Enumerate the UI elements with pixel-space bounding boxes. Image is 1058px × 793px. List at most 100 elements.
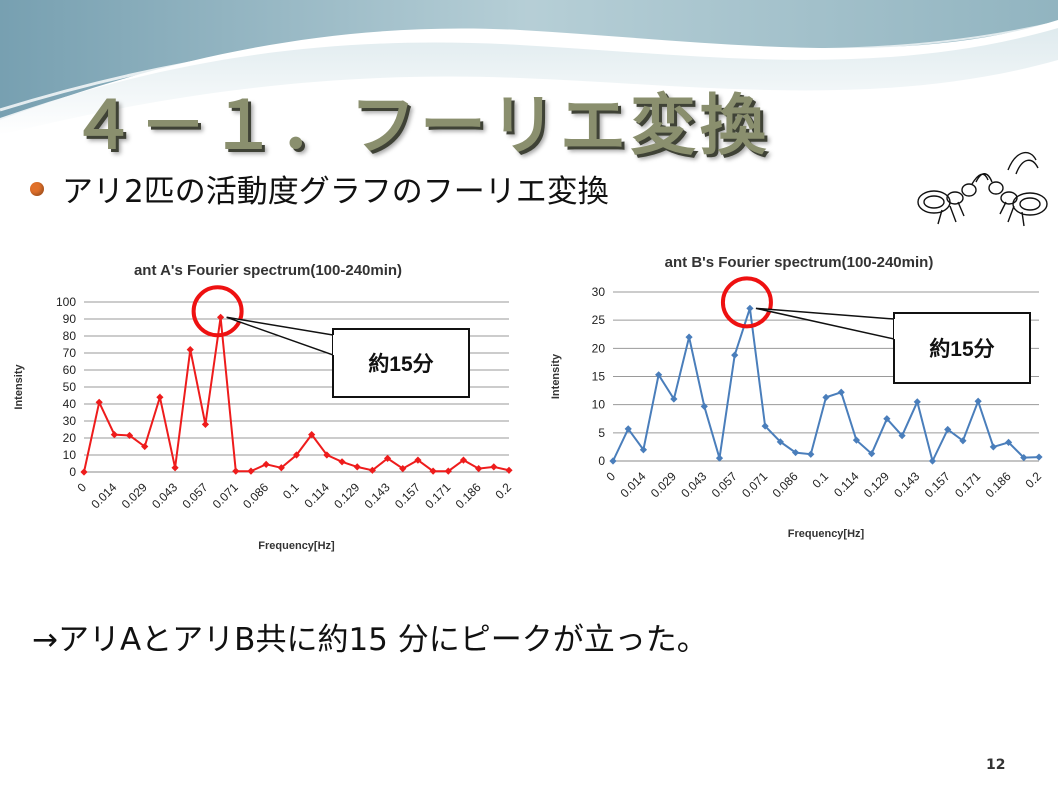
x-tick-label: 0.029 [648, 469, 679, 500]
x-tick-label: 0.057 [179, 480, 210, 511]
y-tick-label: 20 [63, 431, 77, 445]
ants-illustration [917, 151, 1048, 227]
x-tick-label: 0.1 [809, 469, 831, 491]
x-tick-label: 0.114 [831, 469, 862, 500]
data-point [217, 313, 225, 321]
bullet-dot-icon [30, 181, 44, 196]
slide-title: ４－１．フーリエ変換 [70, 86, 770, 164]
x-tick-label: 0.2 [492, 480, 514, 502]
y-tick-label: 10 [63, 448, 77, 462]
y-tick-label: 0 [598, 454, 605, 468]
data-point [609, 457, 617, 465]
data-point [807, 450, 815, 458]
x-tick-label: 0 [603, 469, 618, 484]
peak-highlight-circle [191, 285, 244, 338]
x-tick-label: 0.086 [240, 480, 271, 511]
x-tick-label: 0.129 [331, 480, 362, 511]
x-tick-label: 0.014 [88, 480, 119, 511]
x-tick-label: 0.1 [280, 480, 302, 502]
data-point [232, 467, 240, 475]
x-tick-label: 0.071 [739, 469, 770, 500]
x-tick-label: 0 [74, 480, 89, 495]
peak-highlight-circle [720, 276, 773, 329]
data-point [368, 466, 376, 474]
data-point [791, 448, 800, 457]
data-point [353, 463, 361, 471]
callout-pointer [755, 307, 895, 340]
x-tick-label: 0.043 [678, 469, 709, 500]
x-tick-label: 0.014 [617, 469, 648, 500]
callout-box [332, 328, 470, 398]
x-tick-label: 0.186 [453, 480, 484, 511]
conclusion-text: →アリAとアリB共に約15 分にピークが立った。 [32, 622, 708, 658]
chart-ant-b: ant B's Fourier spectrum(100-240min) 0 5 10… [533, 245, 1058, 545]
bullet-text: アリ2匹の活動度グラフのフーリエ変換 [62, 174, 609, 210]
x-axis-label: Frequency[Hz] [258, 540, 335, 552]
data-point [292, 451, 301, 459]
x-tick-label: 0.171 [422, 480, 453, 511]
y-tick-label: 100 [56, 295, 76, 309]
header-wave-background [0, 0, 1058, 135]
chart-ant-b-svg: ant B's Fourier spectrum(100-240min) 0 5 10… [550, 254, 1044, 540]
callout-label: 約15分 [929, 337, 994, 361]
data-point [1035, 453, 1043, 461]
data-point [201, 420, 210, 428]
x-tick-label: 0.157 [392, 480, 423, 511]
x-tick-label: 0.129 [861, 469, 892, 500]
data-point [505, 466, 513, 474]
y-tick-label: 90 [63, 312, 77, 326]
data-point [746, 304, 754, 312]
y-tick-label: 25 [592, 313, 606, 327]
data-point [110, 431, 118, 439]
y-tick-label: 80 [63, 329, 77, 343]
x-tick-label: 0.143 [891, 469, 922, 500]
data-point [913, 398, 921, 406]
data-point [852, 436, 861, 444]
x-tick-label: 0.143 [362, 480, 393, 511]
data-point [323, 451, 331, 459]
x-tick-label: 0.2 [1022, 469, 1044, 491]
x-tick-label: 0.186 [983, 469, 1014, 500]
data-point [338, 458, 346, 466]
data-point [700, 402, 708, 410]
y-tick-label: 50 [63, 380, 77, 394]
callout-label: 約15分 [368, 352, 433, 376]
data-point [171, 464, 179, 472]
data-point [277, 464, 285, 472]
y-axis-label: Intensity [550, 353, 562, 399]
data-point [822, 393, 830, 401]
data-point [959, 437, 967, 445]
data-point [186, 346, 194, 354]
x-axis-label: Frequency[Hz] [788, 528, 865, 540]
data-point [655, 371, 663, 379]
chart-ant-a-svg: ant A's Fourier spectrum(100-240min) 0 10 2… [13, 262, 514, 552]
y-tick-label: 5 [598, 426, 605, 440]
data-point [928, 457, 937, 465]
data-point [475, 465, 483, 473]
data-point [989, 443, 997, 451]
y-tick-label: 30 [592, 285, 606, 299]
x-tick-label: 0.086 [770, 469, 801, 500]
data-point [974, 397, 982, 405]
data-point [95, 398, 103, 406]
x-tick-label: 0.029 [119, 480, 150, 511]
data-point [731, 351, 739, 359]
x-tick-label: 0.114 [301, 480, 332, 511]
chart-title: ant A's Fourier spectrum(100-240min) [134, 262, 402, 279]
data-point [156, 393, 164, 401]
data-point [490, 463, 498, 471]
y-tick-label: 0 [69, 465, 76, 479]
y-tick-label: 10 [592, 398, 606, 412]
bullet-item: アリ2匹の活動度グラフのフーリエ変換 [30, 166, 609, 211]
y-tick-label: 70 [63, 346, 77, 360]
data-point [1020, 454, 1028, 462]
data-point [262, 460, 270, 468]
callout-box [893, 312, 1031, 384]
data-point [883, 415, 891, 423]
data-point [141, 442, 149, 451]
chart-title: ant B's Fourier spectrum(100-240min) [665, 254, 934, 271]
x-tick-label: 0.157 [922, 469, 953, 500]
data-point [868, 450, 876, 458]
data-point [639, 446, 648, 454]
